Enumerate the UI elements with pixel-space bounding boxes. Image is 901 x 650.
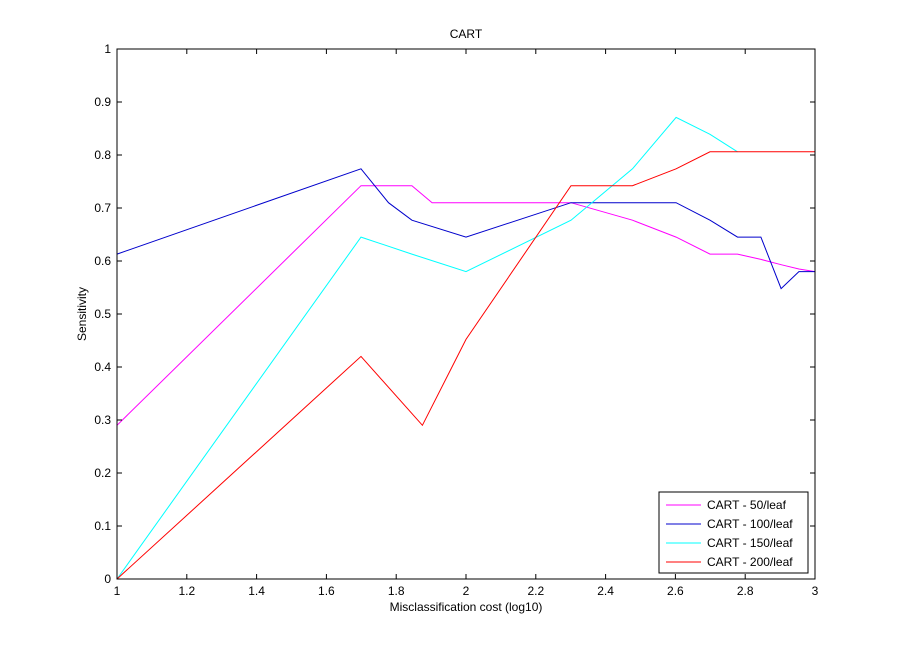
x-tick-label: 1.4 — [248, 584, 265, 598]
x-tick-label: 1.6 — [318, 584, 335, 598]
x-axis-label: Misclassification cost (log10) — [390, 600, 543, 614]
y-tick-label: 0 — [104, 572, 111, 586]
legend: CART - 50/leaf CART - 100/leaf CART - 150/… — [658, 491, 809, 574]
series-line-3 — [116, 116, 738, 580]
y-axis-label: Sensitivity — [75, 287, 89, 341]
x-tick-label: 2.8 — [737, 584, 754, 598]
plot-area — [117, 49, 815, 579]
x-tick-label: 3 — [812, 584, 819, 598]
y-tick-label: 0.1 — [94, 519, 111, 533]
series-line-4 — [116, 151, 815, 580]
y-tick-label: 0.3 — [94, 413, 111, 427]
y-tick-label: 0.5 — [94, 307, 111, 321]
series-line-2 — [116, 168, 815, 290]
x-axis: 1 1.2 1.4 1.6 1.8 2 2.2 2.4 2.6 2.8 3 — [114, 49, 819, 598]
y-tick-label: 1 — [104, 42, 111, 56]
legend-label: CART - 50/leaf — [707, 498, 787, 512]
y-tick-label: 0.7 — [94, 201, 111, 215]
y-tick-label: 0.9 — [94, 95, 111, 109]
x-tick-label: 2 — [463, 584, 470, 598]
x-tick-label: 1 — [114, 584, 121, 598]
y-tick-label: 0.6 — [94, 254, 111, 268]
legend-label: CART - 150/leaf — [707, 536, 793, 550]
x-tick-label: 2.6 — [667, 584, 684, 598]
x-tick-label: 1.8 — [388, 584, 405, 598]
y-axis: 0 0.1 0.2 0.3 0.4 0.5 0.6 0.7 0.8 0.9 1 — [94, 42, 815, 586]
y-tick-label: 0.8 — [94, 148, 111, 162]
y-tick-label: 0.2 — [94, 466, 111, 480]
x-tick-label: 1.2 — [178, 584, 195, 598]
x-tick-label: 2.4 — [597, 584, 614, 598]
x-tick-label: 2.2 — [527, 584, 544, 598]
legend-label: CART - 200/leaf — [707, 555, 793, 569]
series-line-1 — [116, 185, 816, 426]
legend-label: CART - 100/leaf — [707, 517, 793, 531]
series-layer — [116, 116, 816, 580]
y-tick-label: 0.4 — [94, 360, 111, 374]
chart-title: CART — [450, 27, 483, 41]
